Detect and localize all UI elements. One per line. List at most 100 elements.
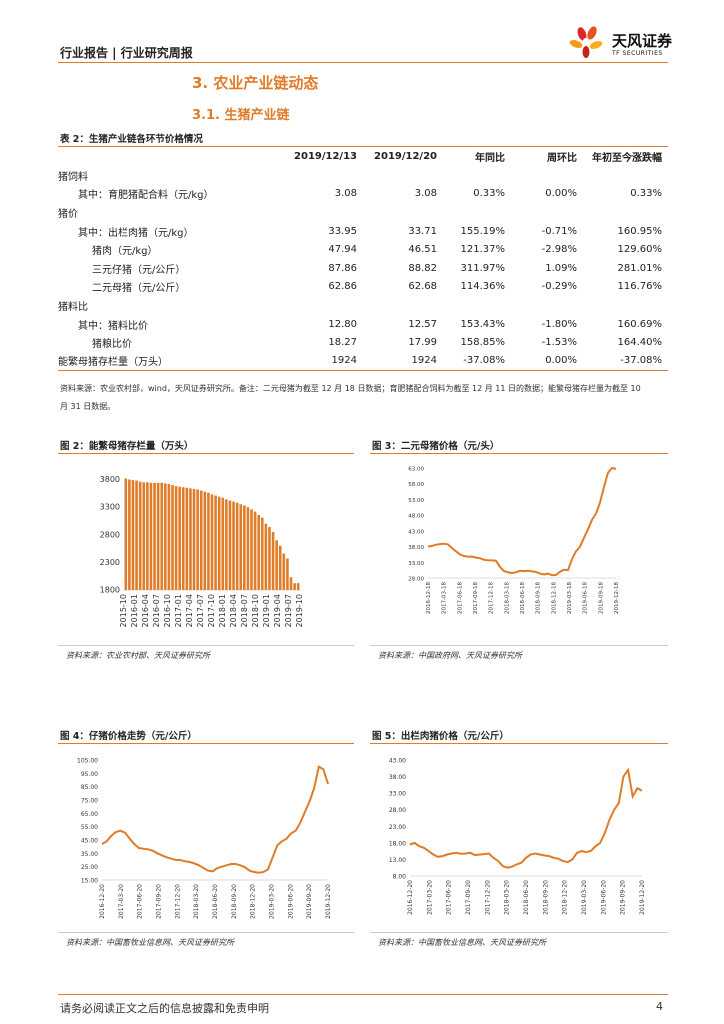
x-tick-label: 2018-04	[229, 594, 238, 627]
x-tick-label: 2017-09-18	[473, 582, 479, 614]
bar	[214, 495, 217, 590]
table-cell: 1.09%	[545, 262, 577, 274]
report-header: 行业报告 | 行业研究周报	[60, 46, 193, 60]
table-cell: 281.01%	[617, 262, 663, 274]
table-row: 其中：猪料比价 12.80 12.57 153.43% -1.80% 160.69%	[58, 315, 668, 334]
chart-caption: 图 5：出栏肉猪价格（元/公斤）	[372, 731, 509, 742]
series-line	[427, 466, 617, 577]
x-tick-label: 2018-03-18	[504, 582, 510, 614]
x-tick-label: 2017-07	[196, 594, 205, 627]
footer-disclaimer: 请务必阅读正文之后的信息披露和免责申明	[60, 1002, 269, 1015]
chart-source: 资料来源：中国畜牧业信息网、天风证券研究所	[66, 938, 234, 947]
table-cell: 3.08	[414, 188, 437, 200]
table-row: 猪价	[58, 203, 668, 222]
table-source-line: 资料来源：农业农村部，wind，天风证券研究所。备注：二元母猪为截至 12 月 …	[60, 384, 641, 393]
x-tick-label: 2017-01	[174, 594, 183, 627]
y-tick-label: 35.00	[81, 851, 98, 858]
table-cell: 47.94	[328, 244, 357, 256]
row-label: 猪饲料	[58, 171, 88, 183]
bar	[171, 485, 174, 590]
x-tick-label: 2018-03-20	[504, 880, 511, 915]
table-cell: 3.08	[334, 188, 357, 200]
bar	[149, 482, 153, 590]
table-source: 资料来源：农业农村部，wind，天风证券研究所。备注：二元母猪为截至 12 月 …	[60, 380, 672, 416]
x-tick-label: 2017-06-20	[137, 884, 144, 919]
table-cell	[513, 166, 583, 185]
bar	[164, 483, 167, 590]
row-label: 二元母猪（元/公斤）	[92, 283, 186, 295]
y-tick-label: 1800	[100, 586, 120, 595]
bar	[185, 487, 189, 590]
table-cell: 1924	[331, 355, 357, 367]
subsection-title: 3.1. 生猪产业链	[192, 108, 290, 123]
x-tick-label: 2017-09-20	[156, 884, 163, 919]
x-tick-label: 2016-04	[141, 594, 150, 627]
table-cell: 88.82	[408, 262, 437, 274]
table-row: 其中：出栏肉猪（元/kg） 33.95 33.71 155.19% -0.71% 160.…	[58, 222, 668, 241]
table-cell	[513, 203, 583, 222]
table-cell	[443, 203, 513, 222]
y-tick-label: 65.00	[81, 811, 98, 818]
x-tick-label: 2019-06-20	[600, 880, 607, 915]
chart-caption: 图 3：二元母猪价格（元/头）	[372, 441, 500, 452]
bar	[156, 482, 160, 590]
bar	[153, 482, 156, 590]
table-cell: -37.08%	[620, 355, 662, 367]
chart-rule	[370, 453, 668, 454]
footer-rule	[58, 994, 668, 995]
y-tick-label: 63.00	[408, 467, 424, 473]
logo-flower-icon	[569, 26, 603, 58]
bar	[135, 480, 138, 590]
bar	[239, 504, 243, 590]
y-tick-label: 95.00	[81, 771, 98, 778]
piglet-price-chart: 15.00 25.00 35.00 45.00 55.00 65.00 75.00 85.00…	[77, 758, 332, 919]
x-tick-label: 2018-12-20	[250, 884, 257, 919]
y-tick-label: 105.00	[77, 758, 98, 765]
y-tick-label: 45.00	[81, 838, 98, 845]
x-tick-label: 2017-12-20	[174, 884, 181, 919]
row-label: 猪价	[58, 208, 78, 220]
x-tick-label: 2018-01	[218, 594, 227, 627]
chart-source: 资料来源：中国畜牧业信息网、天风证券研究所	[378, 938, 546, 947]
y-tick-label: 25.00	[81, 864, 98, 871]
row-label: 能繁母猪存栏量（万头）	[58, 357, 168, 369]
bar	[257, 514, 260, 590]
table-cell: 87.86	[328, 262, 357, 274]
bar	[246, 507, 250, 590]
table-cell	[583, 203, 668, 222]
bar	[142, 482, 146, 590]
y-tick-label: 58.00	[408, 482, 424, 488]
x-tick-label: 2018-09-18	[536, 582, 542, 614]
table-cell: 164.40%	[617, 337, 663, 349]
bar	[268, 527, 271, 590]
x-tick-label: 2019-03-20	[269, 884, 276, 919]
table-cell: 153.43%	[460, 318, 506, 330]
x-tick-label: 2018-09-20	[231, 884, 238, 919]
bar	[282, 553, 286, 590]
table-row: 猪肉（元/kg） 47.94 46.51 121.37% -2.98% 129.60%	[58, 240, 668, 259]
y-tick-label: 75.00	[81, 798, 98, 805]
x-tick-label: 2016-01	[130, 594, 139, 627]
logo-cn-text: 天风证券	[612, 32, 673, 50]
x-tick-label: 2018-03-20	[193, 884, 200, 919]
bar	[296, 583, 300, 590]
bar	[131, 480, 135, 590]
series-line	[101, 765, 329, 874]
sow-price-chart: 28.00 33.00 38.00 43.00 48.00 53.00 58.00 63.00…	[408, 466, 620, 614]
bar	[243, 505, 246, 590]
row-label: 其中：猪料比价	[78, 320, 148, 332]
bar	[196, 489, 199, 590]
bar	[225, 499, 228, 590]
table-cell: 18.27	[328, 337, 357, 349]
bar	[207, 492, 210, 590]
bar	[174, 486, 178, 590]
chart-source: 资料来源：中国政府网、天风证券研究所	[378, 651, 522, 660]
table-cell: 116.76%	[617, 281, 663, 293]
chart-rule	[58, 453, 354, 454]
y-tick-label: 28.00	[408, 577, 424, 583]
table-header-cell: 周环比	[547, 152, 577, 164]
table-caption: 表 2：生猪产业链各环节价格情况	[60, 134, 203, 145]
table-cell: 0.33%	[473, 188, 505, 200]
page-number: 4	[656, 1000, 663, 1013]
x-tick-label: 2017-04	[185, 594, 194, 627]
